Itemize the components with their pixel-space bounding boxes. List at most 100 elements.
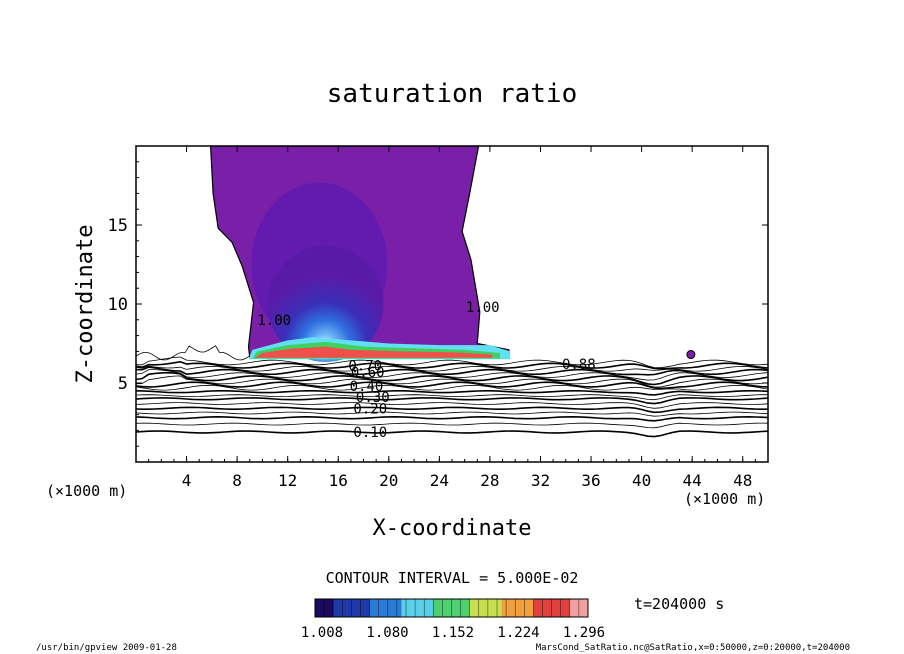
colorbar-segment [569,599,575,617]
y-tick-label: 15 [108,216,128,236]
contour-line [136,411,768,417]
x-unit-left: (×1000 m) [46,482,127,500]
colorbar-segment [428,599,434,617]
colorbar-segment [556,599,561,617]
plot-area: 0.10 0.200.300.400.600.70 0.88 1.00 1.00 [136,146,768,441]
colorbar-segment [442,599,448,617]
colorbar-segment [392,599,398,617]
contour-label: 0.70 [348,359,382,375]
small-cell [686,350,696,360]
contour-line [136,406,768,414]
colorbar-segment [324,599,329,617]
x-tick-label: 8 [232,471,242,490]
colorbar-segment [351,599,357,617]
colorbar-segment [456,599,461,617]
contour-label: 1.00 [466,300,500,316]
colorbar-segment [574,599,580,617]
colorbar-segment [551,599,557,617]
colorbar-segment [433,599,439,617]
colorbar-segment [506,599,511,617]
x-tick-label: 36 [581,471,600,490]
contour-interval: CONTOUR INTERVAL = 5.000E-02 [326,569,579,587]
x-tick-label: 44 [683,471,702,490]
colorbar-segment [396,599,402,617]
colorbar-segment [406,599,411,617]
x-axis: 4 8 12 16 20 24 28 32 36 40 44 48 [135,146,769,490]
band-hot [254,346,493,358]
contour-label: 0.10 [353,425,387,441]
colorbar-segment [528,599,534,617]
colorbar-segment [401,599,407,617]
colorbar-segment [578,599,584,617]
contour-label: 0.30 [356,390,390,406]
colorbar-segment [474,599,480,617]
x-tick-label: 24 [430,471,449,490]
colorbar-segment [387,599,393,617]
colorbar-segment [583,599,589,617]
x-tick-label: 48 [733,471,752,490]
colorbar-segment [446,599,452,617]
contour-line [136,371,768,386]
shaded-field [209,146,696,362]
footer-left: /usr/bin/gpview 2009-01-28 [36,643,177,653]
contour-label: 0.20 [353,401,387,417]
colorbar-segment [542,599,548,617]
colorbar-segment [415,599,420,617]
colorbar-segment [342,599,348,617]
contour-line [136,366,768,376]
colorbar-tick-label: 1.296 [563,625,605,641]
colorbar-segment [487,599,493,617]
colorbar-segment [419,599,425,617]
colorbar-segment [346,599,352,617]
colorbar-segment [328,599,334,617]
y-axis-label: Z-coordinate [73,225,98,384]
contour-line [136,415,768,422]
contour-label: 0.40 [350,379,384,395]
colorbar-segment [369,599,375,617]
y-axis: 5 10 15 [108,145,768,463]
x-tick-label: 12 [278,471,297,490]
x-tick-label: 28 [480,471,499,490]
colorbar-tick-label: 1.008 [301,625,343,641]
colorbar-segment [478,599,484,617]
time-label: t=204000 s [634,595,724,613]
x-tick-label: 20 [379,471,398,490]
colorbar: 1.008 1.080 1.152 1.224 1.296 [301,598,605,641]
contour-line-upper [136,345,251,361]
colorbar-tick-label: 1.152 [432,625,474,641]
colorbar-segment [465,599,470,617]
colorbar-segment [519,599,525,617]
contour-line [136,365,768,372]
chart-title: saturation ratio [327,79,577,109]
region-core [267,246,384,362]
colorbar-segment [337,599,343,617]
colorbar-segment [378,599,384,617]
contour-line [136,397,768,405]
colorbar-segment [333,599,339,617]
x-unit-right: (×1000 m) [684,490,765,508]
colorbar-segment [537,599,543,617]
footer-right: MarsCond_SatRatio.nc@SatRatio,x=0:50000,… [536,643,850,653]
colorbar-segment [424,599,430,617]
contour-line [136,369,768,381]
colorbar-segment [383,599,389,617]
contour-line [136,360,768,370]
colorbar-segment [510,599,516,617]
colorbar-segment [319,599,325,617]
colorbar-frame [314,598,589,618]
contour-line [136,384,768,391]
colorbar-segment [410,599,416,617]
contour-lines [136,345,768,438]
colorbar-tick-label: 1.080 [366,625,408,641]
colorbar-segment [501,599,507,617]
contour-line [136,394,768,401]
colorbar-segment [469,599,475,617]
colorbar-segment [533,599,539,617]
colorbar-segment [315,599,320,617]
colorbar-segment [497,599,502,617]
x-axis-label: X-coordinate [373,516,532,541]
colorbar-segment [374,599,379,617]
contour-label: 0.88 [562,357,596,373]
